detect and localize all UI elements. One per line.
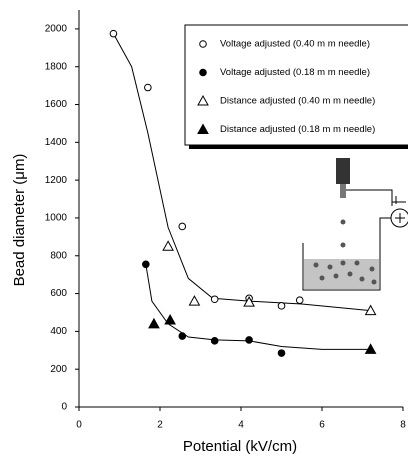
wire <box>346 189 406 203</box>
needle <box>340 184 346 198</box>
circle-marker <box>277 302 286 310</box>
y-tick-label: 200 <box>50 364 67 375</box>
syringe <box>336 158 350 184</box>
x-tick-label: 6 <box>319 420 325 431</box>
triangle-marker <box>164 314 176 325</box>
legend-marker <box>197 94 209 106</box>
wire <box>379 217 391 272</box>
triangle-marker <box>364 304 377 316</box>
circle-marker <box>178 332 187 340</box>
y-tick-label: 1000 <box>45 213 68 224</box>
y-tick-label: 1400 <box>45 137 68 148</box>
legend-label: Voltage adjusted (0.40 m m needle) <box>220 39 370 50</box>
x-tick-label: 2 <box>157 420 163 431</box>
circle-marker <box>144 83 152 92</box>
fit-curve <box>112 33 371 312</box>
legend-marker <box>199 40 207 48</box>
x-tick-label: 0 <box>76 420 82 431</box>
bath-outline <box>302 243 381 291</box>
circle-marker <box>109 29 118 38</box>
circle-marker <box>178 222 187 231</box>
legend-label: Distance adjusted (0.18 m m needle) <box>220 124 375 135</box>
triangle-marker <box>162 240 174 251</box>
legend-box <box>184 24 408 146</box>
triangle-marker <box>148 317 160 329</box>
y-tick-label: 600 <box>50 288 67 299</box>
y-tick-label: 1600 <box>45 99 68 110</box>
x-tick-label: 8 <box>400 420 406 431</box>
y-tick-label: 800 <box>50 250 67 261</box>
y-tick-label: 400 <box>50 326 67 337</box>
triangle-marker <box>188 295 201 306</box>
drop <box>340 242 346 248</box>
y-tick-label: 1200 <box>45 175 68 186</box>
circle-marker <box>142 260 150 269</box>
legend-marker <box>199 68 207 77</box>
legend-marker <box>197 123 209 134</box>
triangle-marker <box>243 296 255 307</box>
circle-marker <box>277 349 286 357</box>
legend: Voltage adjusted (0.40 m m needle) Voltag… <box>184 24 408 149</box>
legend-label: Distance adjusted (0.40 m m needle) <box>220 96 375 107</box>
triangle-marker <box>364 343 377 354</box>
y-tick-label: 1800 <box>45 61 68 72</box>
y-tick-label: 2000 <box>45 24 68 35</box>
drop <box>340 219 346 225</box>
y-axis-title: Bead diameter (μm) <box>11 154 28 287</box>
legend-label: Voltage adjusted (0.18 m m needle) <box>220 67 370 78</box>
y-tick-label: 0 <box>61 402 67 413</box>
circle-marker <box>210 337 219 345</box>
circle-marker <box>245 336 253 344</box>
circle-marker <box>210 295 219 304</box>
apparatus-diagram <box>302 158 408 291</box>
x-axis-title: Potential (kV/cm) <box>183 438 297 455</box>
beads <box>313 260 377 285</box>
circle-marker <box>295 296 304 304</box>
x-tick-label: 4 <box>238 420 244 431</box>
